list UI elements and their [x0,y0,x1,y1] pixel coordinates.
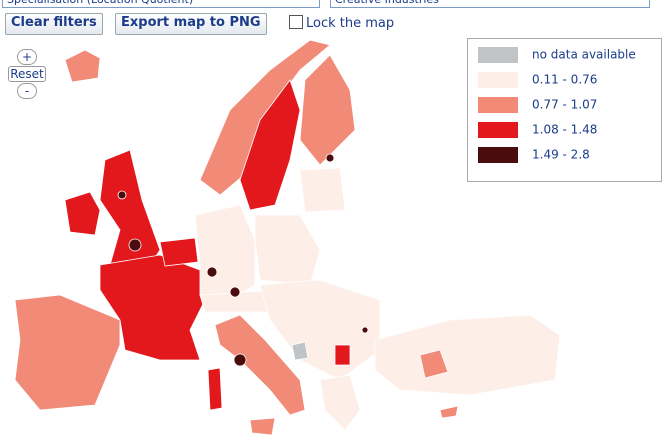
region [194,204,256,301]
region [361,326,369,334]
zoom-reset[interactable]: Reset [8,66,46,82]
region [128,238,142,252]
legend-swatch [478,72,518,88]
region [325,153,335,163]
zoom-in[interactable]: + [17,49,37,65]
region [299,54,356,166]
region [233,353,247,367]
legend-entry: 1.49 - 2.8 [478,147,590,163]
region [374,314,561,396]
sector-select[interactable]: Creative Industries [330,0,650,8]
legend-entry: no data available [478,47,636,63]
region [249,417,276,436]
checkbox[interactable] [289,15,303,29]
region [254,214,321,286]
regions [14,39,561,436]
region [14,294,121,411]
clear-filters-button[interactable]: Clear filters [5,13,103,35]
legend-label: no data available [532,47,636,62]
legend-label: 0.77 - 1.07 [532,97,598,112]
indicator-select[interactable]: Specialisation (Location Quotient) [2,0,320,8]
legend-entry: 1.08 - 1.48 [478,122,597,138]
legend-swatch [478,147,518,163]
region [99,254,206,361]
lock-label: Lock the map [306,16,395,31]
region [319,374,361,431]
legend-label: 0.11 - 0.76 [532,72,598,87]
region [207,367,223,411]
region [229,286,241,298]
legend-swatch [478,97,518,113]
region [334,344,351,366]
legend-entry: 0.11 - 0.76 [478,72,597,88]
lock-checkbox[interactable]: Lock the map [289,15,394,31]
region [206,266,218,278]
legend-swatch [478,122,518,138]
region [64,49,101,83]
region [117,190,127,200]
region [159,237,199,267]
legend: no data available 0.11 - 0.76 0.77 - 1.07 1… [467,38,662,182]
legend-entry: 0.77 - 1.07 [478,97,597,113]
region [419,349,449,379]
region [239,79,301,211]
zoom-out[interactable]: - [17,83,37,99]
region [291,341,309,361]
region [439,405,459,419]
region [64,191,101,236]
region [299,167,346,213]
region [214,314,306,416]
export-button[interactable]: Export map to PNG [115,13,267,35]
legend-label: 1.08 - 1.48 [532,122,598,137]
legend-label: 1.49 - 2.8 [532,147,590,162]
legend-swatch [478,47,518,63]
zoom-control: + Reset - [8,48,46,100]
